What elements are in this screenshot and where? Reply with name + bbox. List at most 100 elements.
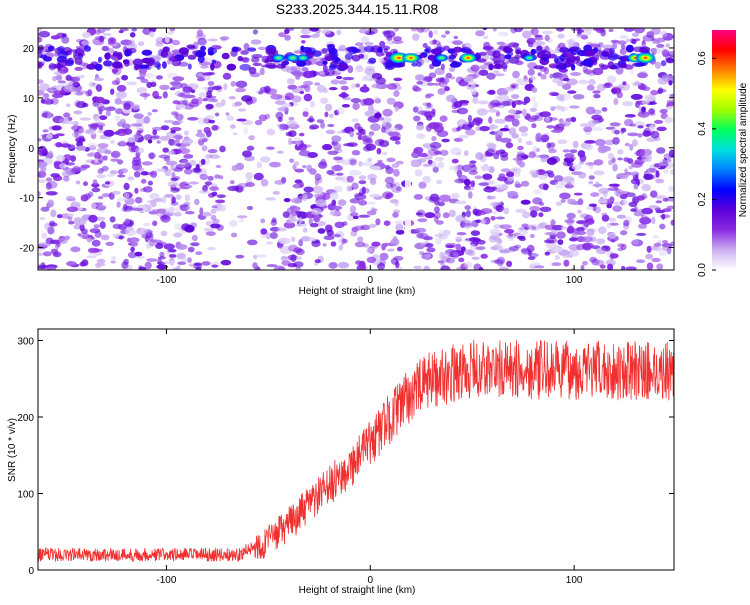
heatmap-cell [659, 108, 668, 114]
heatmap-cell [271, 217, 277, 223]
colorbar-label: Normalized spectral amplitude [738, 82, 749, 217]
heatmap-band-cell [110, 53, 123, 61]
heatmap-cell [170, 111, 179, 116]
heatmap-cell [608, 159, 614, 166]
heatmap-cell [585, 106, 596, 115]
heatmap-cell [493, 70, 500, 74]
heatmap-cell [46, 266, 57, 270]
heatmap-cell [488, 166, 495, 174]
heatmap-cell [645, 253, 654, 260]
heatmap-band-cell [600, 64, 609, 70]
heatmap-cell [295, 210, 303, 215]
heatmap-cell [341, 238, 348, 244]
heatmap-cell [313, 33, 321, 37]
heatmap-cell [135, 196, 143, 204]
heatmap-band-cell [40, 54, 48, 59]
heatmap-cell [121, 74, 129, 81]
heatmap-band-cell [126, 49, 133, 56]
heatmap-cell [426, 247, 436, 253]
heatmap-cell [219, 204, 227, 212]
heatmap-cell [93, 224, 100, 229]
heatmap-cell [349, 212, 359, 217]
heatmap-cell [393, 168, 400, 177]
heatmap-cell [602, 44, 614, 50]
heatmap-cell [551, 262, 562, 266]
heatmap-cell [656, 147, 666, 154]
heatmap-cell [278, 237, 291, 245]
heatmap-cell [668, 185, 674, 192]
heatmap-cell [422, 236, 433, 241]
heatmap-cell [615, 66, 624, 75]
heatmap-cell [650, 89, 658, 96]
heatmap-band-cell [583, 58, 594, 66]
heatmap-cell [588, 175, 595, 180]
heatmap-cell [424, 212, 436, 219]
heatmap-cell [369, 193, 381, 198]
heatmap-cell [661, 74, 673, 82]
heatmap-cell [173, 212, 182, 217]
heatmap-cell [416, 28, 425, 33]
heatmap-cell [94, 230, 102, 238]
heatmap-cell [566, 212, 576, 220]
heatmap-cell [127, 176, 135, 181]
heatmap-cell [278, 32, 286, 38]
heatmap-cell [614, 129, 620, 135]
heatmap-cell [569, 105, 580, 109]
heatmap-band-cell [411, 62, 418, 67]
heatmap-cell [454, 178, 466, 184]
heatmap-band-cell [57, 50, 69, 59]
heatmap-cell [455, 236, 463, 240]
heatmap-cell [310, 223, 319, 228]
heatmap-band-cell [322, 60, 328, 65]
heatmap-cell [465, 187, 475, 191]
heatmap-cell [77, 75, 85, 79]
heatmap-cell [89, 228, 101, 234]
heatmap-band-cell [440, 63, 445, 70]
heatmap-cell [288, 28, 295, 31]
heatmap-cell [482, 208, 491, 213]
heatmap-cell [164, 168, 172, 177]
heatmap-cell [56, 154, 65, 162]
heatmap-cell [331, 164, 344, 172]
heatmap-cell [584, 214, 594, 223]
heatmap-cell [308, 237, 317, 242]
heatmap-cell [510, 94, 520, 99]
heatmap-cell [490, 216, 496, 221]
heatmap-cell [314, 259, 321, 264]
heatmap-cell [453, 137, 464, 143]
heatmap-cell [123, 102, 131, 110]
heatmap-cell [651, 257, 661, 263]
heatmap-band-cell [86, 63, 97, 70]
heatmap-cell [601, 245, 611, 252]
heatmap-cell [95, 216, 106, 221]
heatmap-cell [231, 232, 238, 238]
heatmap-cell [662, 244, 671, 252]
heatmap-cell [247, 239, 258, 246]
heatmap-cell [549, 73, 554, 79]
heatmap-cell [570, 116, 577, 123]
heatmap-cell [252, 262, 258, 269]
heatmap-cell [395, 223, 404, 231]
heatmap-cell [441, 138, 450, 143]
heatmap-cell [282, 211, 290, 219]
heatmap-cell [468, 170, 478, 176]
heatmap-cell [66, 103, 71, 108]
heatmap-cell [593, 94, 601, 99]
heatmap-cell [138, 68, 148, 74]
heatmap-band-cell [141, 49, 153, 56]
heatmap-cell [134, 167, 145, 172]
heatmap-cell [520, 199, 531, 205]
heatmap-cell [92, 102, 103, 108]
heatmap-cell [175, 104, 187, 109]
heatmap-cell [45, 237, 54, 245]
heatmap-cell [173, 148, 179, 155]
heatmap-cell [488, 124, 495, 132]
heatmap-cell [296, 256, 302, 261]
heatmap-cell [306, 118, 315, 122]
heatmap-cell [68, 80, 80, 87]
heatmap-cell [181, 138, 194, 145]
heatmap-cell [277, 266, 285, 270]
heatmap-cell [596, 238, 606, 245]
heatmap-cell [364, 138, 372, 144]
heatmap-cell [555, 231, 566, 239]
